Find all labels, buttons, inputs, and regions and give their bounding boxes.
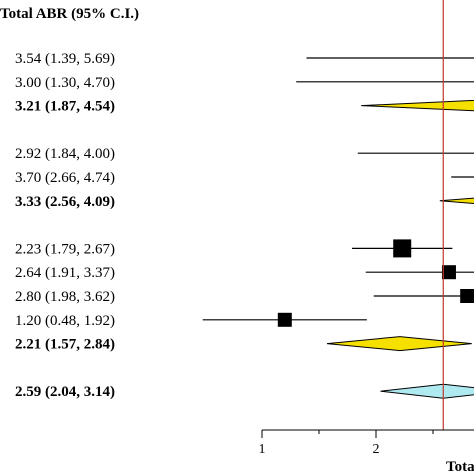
estimate-label: 2.64 (1.91, 3.37): [15, 265, 115, 281]
subtotal-diamond: [361, 99, 474, 112]
study-row: 3.70 (2.66, 4.74): [15, 170, 474, 186]
study-row: 2.92 (1.84, 4.00): [15, 146, 474, 162]
study-row: 2.80 (1.98, 3.62): [15, 289, 474, 305]
point-estimate-square: [460, 289, 474, 303]
point-estimate-square: [393, 239, 412, 258]
estimate-label: 2.92 (1.84, 4.00): [15, 146, 115, 162]
estimate-label: 2.21 (1.57, 2.84): [15, 337, 115, 353]
subtotal-row: 3.33 (2.56, 4.09): [15, 194, 474, 210]
overall-diamond: [380, 383, 474, 399]
estimate-label: 3.21 (1.87, 4.54): [15, 99, 115, 115]
subtotal-diamond: [326, 336, 472, 352]
estimate-label: 3.54 (1.39, 5.69): [15, 51, 115, 67]
estimate-label: 3.33 (2.56, 4.09): [15, 194, 115, 210]
estimate-label: 2.23 (1.79, 2.67): [15, 241, 115, 257]
estimate-label: 3.70 (2.66, 4.74): [15, 170, 115, 186]
subtotal-row: 2.21 (1.57, 2.84): [15, 336, 472, 353]
x-tick-label: 2: [373, 442, 380, 457]
study-row: 3.00 (1.30, 4.70): [15, 75, 474, 91]
subtotal-row: 3.21 (1.87, 4.54): [15, 99, 474, 115]
estimate-label: 3.00 (1.30, 4.70): [15, 75, 115, 91]
x-axis-label: Tota: [446, 459, 474, 474]
forest-rows: 3.54 (1.39, 5.69) 3.00 (1.30, 4.70) 3.21 (…: [15, 51, 474, 400]
study-row: 3.54 (1.39, 5.69): [15, 51, 474, 67]
point-estimate-square: [441, 265, 456, 280]
estimate-label: 1.20 (0.48, 1.92): [15, 313, 115, 329]
study-row: 2.64 (1.91, 3.37): [15, 265, 474, 281]
estimate-label: 2.80 (1.98, 3.62): [15, 289, 115, 305]
column-header: Total ABR (95% C.I.): [0, 6, 139, 22]
estimate-label: 2.59 (2.04, 3.14): [15, 384, 115, 400]
x-tick-label: 1: [259, 442, 266, 457]
study-row: 2.23 (1.79, 2.67): [15, 239, 453, 258]
subtotal-diamond: [439, 197, 474, 205]
overall-row: 2.59 (2.04, 3.14): [15, 383, 474, 400]
point-estimate-square: [277, 312, 292, 327]
study-row: 1.20 (0.48, 1.92): [15, 312, 367, 329]
